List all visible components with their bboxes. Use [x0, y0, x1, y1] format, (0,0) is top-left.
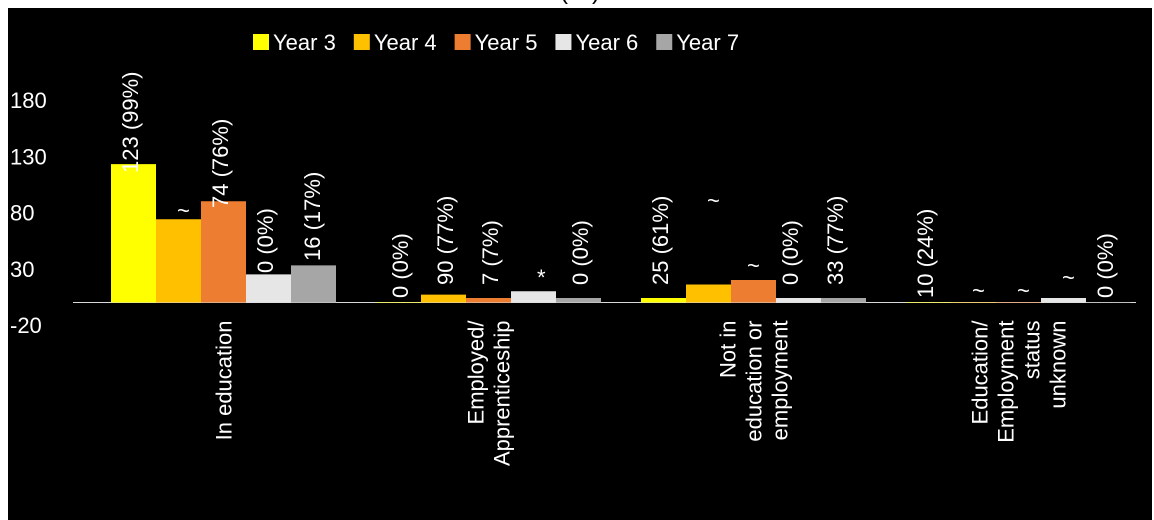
- bar-4-2: [951, 302, 996, 303]
- data-label-9: *: [537, 265, 546, 290]
- legend-swatch-2: [353, 34, 370, 50]
- data-label-5: 16 (17%): [300, 172, 325, 261]
- y-tick-label-2: 30: [10, 257, 34, 282]
- bar-1-5: [291, 265, 336, 303]
- data-label-16: 10 (24%): [913, 209, 938, 298]
- data-label-14: 0 (0%): [778, 220, 803, 285]
- y-tick-label-3: 80: [10, 201, 34, 226]
- data-label-12: ~: [707, 188, 720, 213]
- category-label-line: employment: [768, 321, 793, 441]
- category-label-line: Apprenticeship: [490, 321, 515, 467]
- data-label-3: 74 (76%): [208, 119, 233, 208]
- bar-3-4: [776, 298, 821, 303]
- category-label-line: Education/: [968, 320, 993, 425]
- category-label-3: Not ineducation oremployment: [716, 321, 793, 442]
- bar-2-5: [556, 298, 601, 303]
- legend-swatch-5: [656, 34, 673, 50]
- y-tick-label-4: 130: [10, 144, 47, 169]
- data-label-7: 90 (77%): [433, 196, 458, 285]
- bar-4-1: [906, 302, 951, 303]
- legend-swatch-1: [253, 34, 269, 50]
- data-label-13: ~: [747, 253, 760, 278]
- bar-4-5: [1086, 302, 1131, 303]
- bar-2-3: [466, 298, 511, 303]
- data-label-17: ~: [972, 278, 985, 303]
- bar-4-3: [996, 302, 1041, 303]
- data-label-19: ~: [1062, 265, 1075, 290]
- bar-chart: Year 3 Year 4 Year 5 Year 6 Year 7 -20 30 80 130…: [10, 30, 1136, 466]
- bar-1-1: [111, 164, 156, 303]
- page-title: (…): [8, 0, 1152, 8]
- data-label-8: 7 (7%): [478, 220, 503, 285]
- legend-swatch-3: [454, 34, 471, 50]
- category-label-line: Not in: [716, 321, 741, 378]
- category-label-line: Employed/: [464, 320, 489, 425]
- data-label-18: ~: [1017, 278, 1030, 303]
- category-label-1: In education: [212, 321, 237, 441]
- data-label-20: 0 (0%): [1093, 233, 1118, 298]
- legend-label-2: Year 4: [374, 30, 437, 55]
- chart-area: Year 3 Year 4 Year 5 Year 6 Year 7 -20 30 80 130…: [8, 8, 1152, 520]
- y-tick-label-1: -20: [10, 313, 42, 338]
- data-label-10: 0 (0%): [568, 220, 593, 285]
- category-label-line: In education: [212, 321, 237, 441]
- category-label-line: unknown: [1046, 321, 1071, 409]
- bar-1-4: [246, 274, 291, 303]
- category-label-4: Education/Employmentstatusunknown: [968, 320, 1071, 443]
- category-label-line: status: [1020, 321, 1045, 380]
- data-label-11: 25 (61%): [648, 196, 673, 285]
- legend-label-5: Year 7: [676, 30, 739, 55]
- bar-2-4: [511, 291, 556, 303]
- data-label-4: 0 (0%): [253, 208, 278, 273]
- legend-label-3: Year 5: [475, 30, 538, 55]
- bar-3-1: [641, 298, 686, 303]
- bar-2-1: [376, 302, 421, 303]
- bar-1-2: [156, 219, 201, 303]
- category-label-line: Employment: [994, 321, 1019, 443]
- bar-3-5: [821, 298, 866, 303]
- y-tick-label-5: 180: [10, 88, 47, 113]
- data-label-6: 0 (0%): [388, 233, 413, 298]
- bar-3-2: [686, 284, 731, 303]
- legend-label-1: Year 3: [273, 30, 336, 55]
- category-label-line: education or: [742, 321, 767, 442]
- data-label-2: ~: [177, 198, 190, 223]
- bar-1-3: [201, 201, 246, 303]
- bar-4-4: [1041, 298, 1086, 303]
- data-label-1: 123 (99%): [118, 71, 143, 173]
- category-label-2: Employed/Apprenticeship: [464, 320, 515, 466]
- legend-label-4: Year 6: [575, 30, 638, 55]
- bar-3-3: [731, 280, 776, 303]
- data-label-15: 33 (77%): [823, 196, 848, 285]
- bar-2-2: [421, 294, 466, 303]
- legend-swatch-4: [555, 34, 572, 50]
